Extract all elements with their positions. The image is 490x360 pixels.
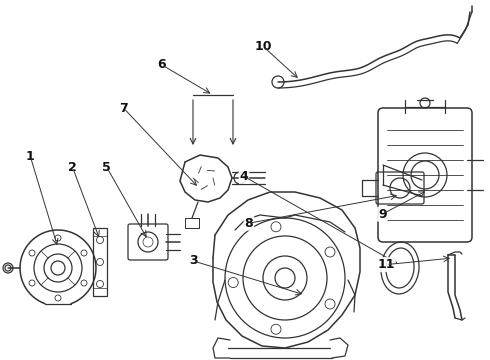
Text: 11: 11 — [377, 258, 395, 271]
Text: 2: 2 — [68, 161, 77, 174]
Text: 6: 6 — [157, 58, 166, 71]
Text: 8: 8 — [245, 217, 253, 230]
Text: 9: 9 — [378, 208, 387, 221]
Text: 10: 10 — [255, 40, 272, 53]
Text: 4: 4 — [240, 170, 248, 183]
Bar — [93, 228, 107, 296]
Text: 3: 3 — [189, 255, 198, 267]
Text: 5: 5 — [102, 161, 111, 174]
Text: 1: 1 — [26, 150, 35, 163]
Bar — [185, 218, 199, 228]
Text: 7: 7 — [119, 102, 128, 114]
